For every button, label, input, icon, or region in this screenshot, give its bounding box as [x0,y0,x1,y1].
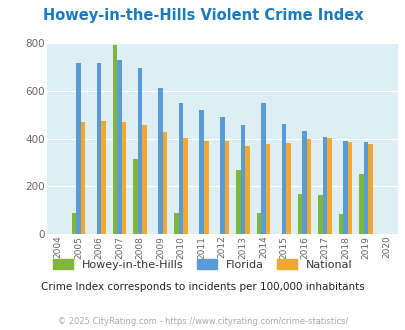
Bar [81,122,85,234]
Bar [347,142,352,234]
Bar [322,137,326,234]
Text: © 2025 CityRating.com - https://www.cityrating.com/crime-statistics/: © 2025 CityRating.com - https://www.city… [58,317,347,326]
Bar [179,103,183,234]
Bar [220,116,224,234]
Bar [203,142,208,234]
Bar [342,142,347,234]
Bar [286,143,290,234]
Bar [358,175,363,234]
Bar [235,170,240,234]
Bar [72,213,76,234]
Bar [281,124,286,234]
Bar [138,68,142,234]
Bar [101,121,106,234]
Bar [256,213,260,234]
Bar [367,144,372,234]
Text: Howey-in-the-Hills Violent Crime Index: Howey-in-the-Hills Violent Crime Index [43,8,362,23]
Bar [265,144,269,234]
Bar [76,63,81,234]
Bar [338,214,342,234]
Bar [297,194,301,234]
Bar [301,131,306,234]
Bar [245,147,249,234]
Bar [326,138,331,234]
Bar [142,125,147,234]
Bar [113,45,117,234]
Bar [158,88,162,234]
Bar [260,103,265,234]
Bar [162,132,167,234]
Bar [199,110,203,234]
Bar [363,142,367,234]
Text: Crime Index corresponds to incidents per 100,000 inhabitants: Crime Index corresponds to incidents per… [41,282,364,292]
Bar [174,213,179,234]
Bar [122,122,126,234]
Bar [318,195,322,234]
Bar [96,63,101,234]
Bar [133,159,138,234]
Bar [240,125,245,234]
Legend: Howey-in-the-Hills, Florida, National: Howey-in-the-Hills, Florida, National [49,255,356,274]
Bar [306,139,311,234]
Bar [117,60,121,234]
Bar [183,138,188,234]
Bar [224,142,228,234]
